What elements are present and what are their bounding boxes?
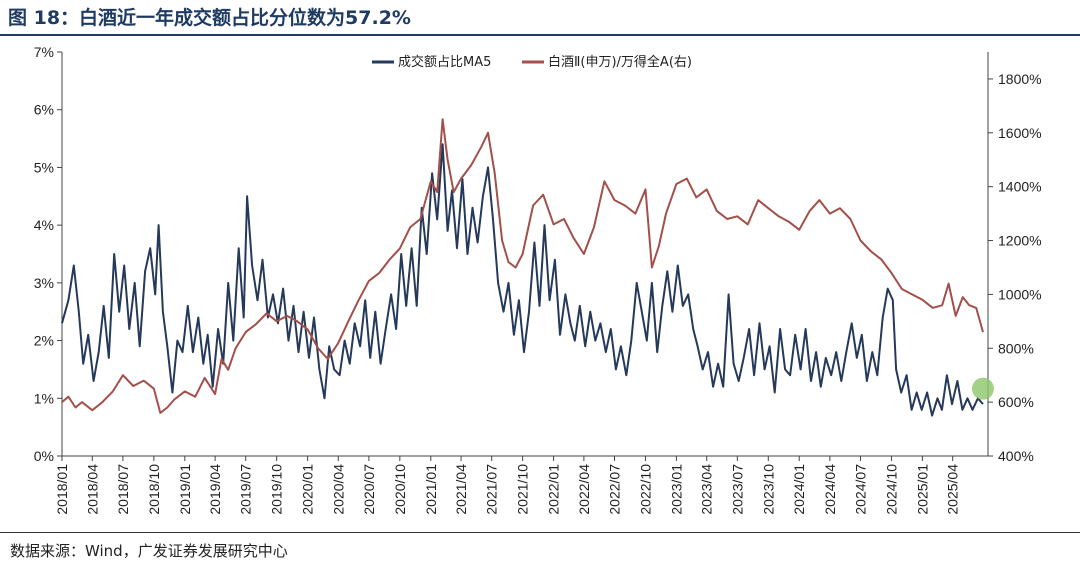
left-tick-label: 7% bbox=[34, 44, 54, 60]
left-tick-label: 5% bbox=[34, 159, 54, 175]
right-tick-label: 600% bbox=[998, 394, 1034, 410]
highlight-marker bbox=[971, 377, 994, 400]
right-tick-label: 1800% bbox=[998, 71, 1042, 87]
x-tick-label: 2021/07 bbox=[484, 464, 500, 515]
source-note: 数据来源：Wind，广发证券发展研究中心 bbox=[10, 542, 288, 560]
x-tick-label: 2023/07 bbox=[729, 464, 745, 515]
source-divider bbox=[0, 532, 1080, 533]
right-tick-label: 1000% bbox=[998, 286, 1042, 302]
x-tick-label: 2024/07 bbox=[852, 464, 868, 515]
right-tick-label: 400% bbox=[998, 448, 1034, 464]
x-tick-label: 2020/01 bbox=[300, 464, 316, 515]
x-tick-label: 2024/04 bbox=[822, 464, 838, 515]
left-axis: 0% 1% 2% 3% 4% 5% 6% 7% bbox=[34, 44, 62, 464]
x-tick-label: 2018/04 bbox=[84, 464, 100, 515]
right-tick-label: 1400% bbox=[998, 179, 1042, 195]
highlight-layer bbox=[971, 377, 994, 400]
right-tick-label: 800% bbox=[998, 340, 1034, 356]
legend-label-turnover-share: 成交额占比MA5 bbox=[398, 54, 491, 70]
x-tick-label: 2019/01 bbox=[177, 464, 193, 515]
right-tick-label: 1600% bbox=[998, 125, 1042, 141]
series-line-relative-index bbox=[61, 118, 984, 414]
x-tick-label: 2022/01 bbox=[546, 464, 562, 515]
title-divider bbox=[0, 34, 1080, 36]
x-tick-label: 2023/10 bbox=[760, 464, 776, 515]
x-tick-label: 2025/01 bbox=[914, 464, 930, 515]
figure-title: 图 18：白酒近一年成交额占比分位数为57.2% bbox=[8, 7, 411, 29]
chart-axes bbox=[61, 52, 989, 457]
left-tick-label: 1% bbox=[34, 390, 54, 406]
x-tick-label: 2021/10 bbox=[515, 464, 531, 515]
x-tick-label: 2018/07 bbox=[115, 464, 131, 515]
series-layer bbox=[61, 118, 984, 417]
x-axis: 2018/01 2018/04 2018/07 2018/10 2019/01 2019/… bbox=[54, 456, 961, 515]
left-tick-label: 6% bbox=[34, 102, 54, 118]
x-tick-label: 2024/01 bbox=[791, 464, 807, 515]
x-tick-label: 2020/07 bbox=[361, 464, 377, 515]
x-tick-label: 2021/04 bbox=[453, 464, 469, 515]
legend-label-relative-index: 白酒Ⅱ(申万)/万得全A(右) bbox=[548, 54, 692, 70]
x-tick-label: 2025/04 bbox=[945, 464, 961, 515]
left-tick-label: 0% bbox=[34, 448, 54, 464]
x-tick-label: 2022/07 bbox=[607, 464, 623, 515]
x-tick-label: 2019/10 bbox=[269, 464, 285, 515]
series-line-turnover-share bbox=[61, 143, 984, 417]
x-tick-label: 2018/10 bbox=[146, 464, 162, 515]
x-tick-label: 2020/04 bbox=[330, 464, 346, 515]
right-tick-label: 1200% bbox=[998, 233, 1042, 249]
x-tick-label: 2018/01 bbox=[54, 464, 70, 515]
x-tick-label: 2021/01 bbox=[423, 464, 439, 515]
left-tick-label: 3% bbox=[34, 275, 54, 291]
chart-legend: 成交额占比MA5 白酒Ⅱ(申万)/万得全A(右) bbox=[372, 54, 692, 70]
x-tick-label: 2020/10 bbox=[392, 464, 408, 515]
x-tick-label: 2024/10 bbox=[883, 464, 899, 515]
left-tick-label: 2% bbox=[34, 333, 54, 349]
x-tick-label: 2019/07 bbox=[238, 464, 254, 515]
x-tick-label: 2019/04 bbox=[207, 464, 223, 515]
x-tick-label: 2022/04 bbox=[576, 464, 592, 515]
right-axis: 400% 600% 800% 1000% 1200% 1400% 1600% 1800% bbox=[988, 71, 1042, 464]
x-tick-label: 2023/01 bbox=[668, 464, 684, 515]
chart-area: 0% 1% 2% 3% 4% 5% 6% 7% 400% 600% 800% 1000% 1200% 1… bbox=[34, 44, 1042, 515]
x-tick-label: 2023/04 bbox=[699, 464, 715, 515]
left-tick-label: 4% bbox=[34, 217, 54, 233]
x-tick-label: 2022/10 bbox=[637, 464, 653, 515]
